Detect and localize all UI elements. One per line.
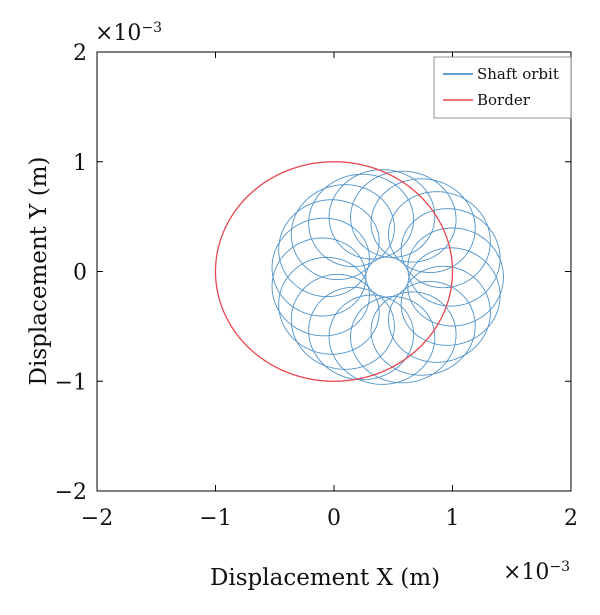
y-tick-label: 1 xyxy=(73,151,87,176)
y-axis-multiplier: ×10−3 xyxy=(95,20,162,46)
series-shaft-orbit-line xyxy=(271,169,504,385)
x-axis-label: Displacement X (m) xyxy=(210,565,440,591)
legend-label-shaft-orbit: Shaft orbit xyxy=(477,65,559,83)
x-tick-label: 1 xyxy=(446,506,460,531)
x-tick-label: 2 xyxy=(564,506,578,531)
legend: Shaft orbit Border xyxy=(433,56,572,119)
x-axis-multiplier: ×10−3 xyxy=(503,559,570,585)
x-tick-label: −2 xyxy=(81,506,113,531)
y-tick-label: −2 xyxy=(55,480,87,505)
series-border-circle xyxy=(214,161,454,382)
legend-box xyxy=(433,56,572,119)
y-axis: −2 −1 0 1 2 xyxy=(55,41,571,505)
x-tick-label: 0 xyxy=(327,506,341,531)
y-tick-label: 2 xyxy=(73,41,87,66)
legend-label-border: Border xyxy=(477,91,531,109)
y-axis-label: Displacement Y (m) xyxy=(26,157,52,386)
y-tick-label: −1 xyxy=(55,370,87,395)
plot-area xyxy=(214,161,504,385)
x-axis: −2 −1 0 1 2 xyxy=(81,52,578,531)
x-tick-label: −1 xyxy=(199,506,231,531)
y-tick-label: 0 xyxy=(73,261,87,286)
